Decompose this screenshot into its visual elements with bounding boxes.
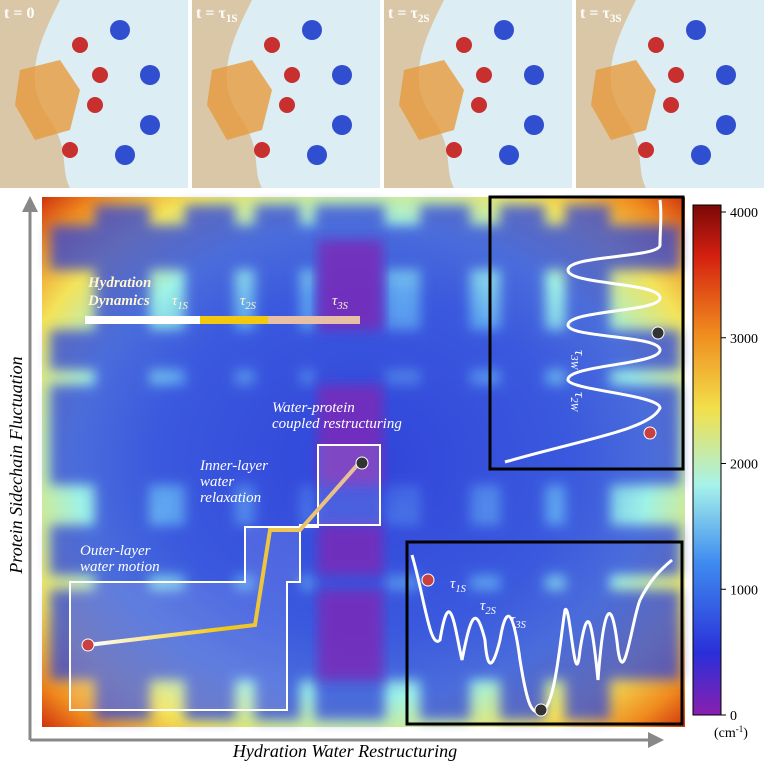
legend-swatch bbox=[85, 316, 200, 324]
annotation: relaxation bbox=[200, 490, 261, 506]
subscript: 3W bbox=[568, 354, 579, 370]
subscript: 3S bbox=[514, 620, 526, 631]
colorbar-tick-label: 3000 bbox=[730, 332, 758, 347]
label: t = τ2S bbox=[388, 5, 430, 25]
symbol: t = τ bbox=[388, 5, 418, 22]
label: τ1S bbox=[172, 293, 189, 312]
snapshot-image bbox=[192, 0, 380, 188]
subscript: 1S bbox=[177, 301, 188, 312]
symbol: τ bbox=[510, 612, 516, 628]
colorbar-tick-label: 4000 bbox=[730, 206, 758, 221]
symbol: τ bbox=[450, 576, 456, 592]
unit-end: ) bbox=[743, 726, 748, 741]
inset-upper bbox=[488, 195, 685, 471]
colorbar-unit: (cm-1) bbox=[714, 724, 748, 741]
annotation: Inner-layer bbox=[199, 458, 268, 474]
subscript: 1S bbox=[226, 13, 238, 25]
label: τ2W bbox=[568, 392, 587, 413]
label: t = 0 bbox=[4, 5, 34, 22]
snapshot-image bbox=[576, 0, 764, 188]
colorbar-tick-label: 1000 bbox=[730, 583, 758, 598]
symbol: τ bbox=[571, 392, 587, 398]
legend-swatch bbox=[268, 316, 360, 324]
unit: (cm bbox=[714, 726, 736, 741]
label: τ3W bbox=[568, 350, 587, 371]
symbol: t = τ bbox=[580, 5, 610, 22]
legend: τ1S τ2S τ3S bbox=[85, 293, 360, 324]
annotation: water bbox=[200, 474, 234, 490]
symbol: τ bbox=[571, 350, 587, 356]
subscript: 2S bbox=[245, 301, 256, 312]
unit-sup: -1 bbox=[736, 724, 744, 734]
y-axis-label: Protein Sidechain Fluctuation bbox=[6, 356, 26, 574]
snapshot-image bbox=[0, 0, 188, 188]
label: t = τ3S bbox=[580, 5, 622, 25]
annotation: water motion bbox=[80, 559, 160, 575]
subscript: 3S bbox=[336, 301, 348, 312]
symbol: τ bbox=[172, 293, 178, 309]
inset-lower bbox=[405, 540, 684, 726]
colorbar-ticks: 0 1000 2000 3000 4000 bbox=[721, 206, 758, 724]
subscript: 2W bbox=[568, 397, 579, 412]
label: τ1S bbox=[450, 576, 467, 595]
symbol: τ bbox=[480, 598, 486, 614]
symbol: t = τ bbox=[196, 5, 226, 22]
snapshot-image bbox=[384, 0, 572, 188]
symbol: t = 0 bbox=[4, 5, 34, 22]
legend-swatch bbox=[200, 316, 268, 324]
subscript: 3S bbox=[610, 13, 622, 25]
legend-title: Hydration bbox=[87, 275, 151, 291]
dynamics-path bbox=[87, 460, 362, 647]
subscript: 1S bbox=[455, 584, 466, 595]
x-axis-label: Hydration Water Restructuring bbox=[232, 741, 457, 761]
label: t = τ1S bbox=[196, 5, 238, 25]
annotation: Water-protein bbox=[272, 400, 355, 416]
start-marker bbox=[81, 638, 95, 652]
colorbar bbox=[692, 204, 722, 716]
region-boxes bbox=[69, 444, 381, 711]
label: τ3S bbox=[332, 293, 349, 312]
subscript: 2S bbox=[418, 13, 430, 25]
end-marker bbox=[355, 456, 369, 470]
colorbar-tick-label: 0 bbox=[730, 709, 737, 724]
legend-title: Dynamics bbox=[87, 293, 150, 309]
label: τ2S bbox=[480, 598, 497, 617]
label: τ3S bbox=[510, 612, 527, 631]
axes bbox=[22, 196, 664, 748]
symbol: τ bbox=[332, 293, 338, 309]
subscript: 2S bbox=[485, 606, 496, 617]
annotation: Outer-layer bbox=[80, 543, 151, 559]
annotation: coupled restructuring bbox=[272, 416, 402, 432]
colorbar-tick-label: 2000 bbox=[730, 458, 758, 473]
symbol: τ bbox=[240, 293, 246, 309]
label: τ2S bbox=[240, 293, 257, 312]
